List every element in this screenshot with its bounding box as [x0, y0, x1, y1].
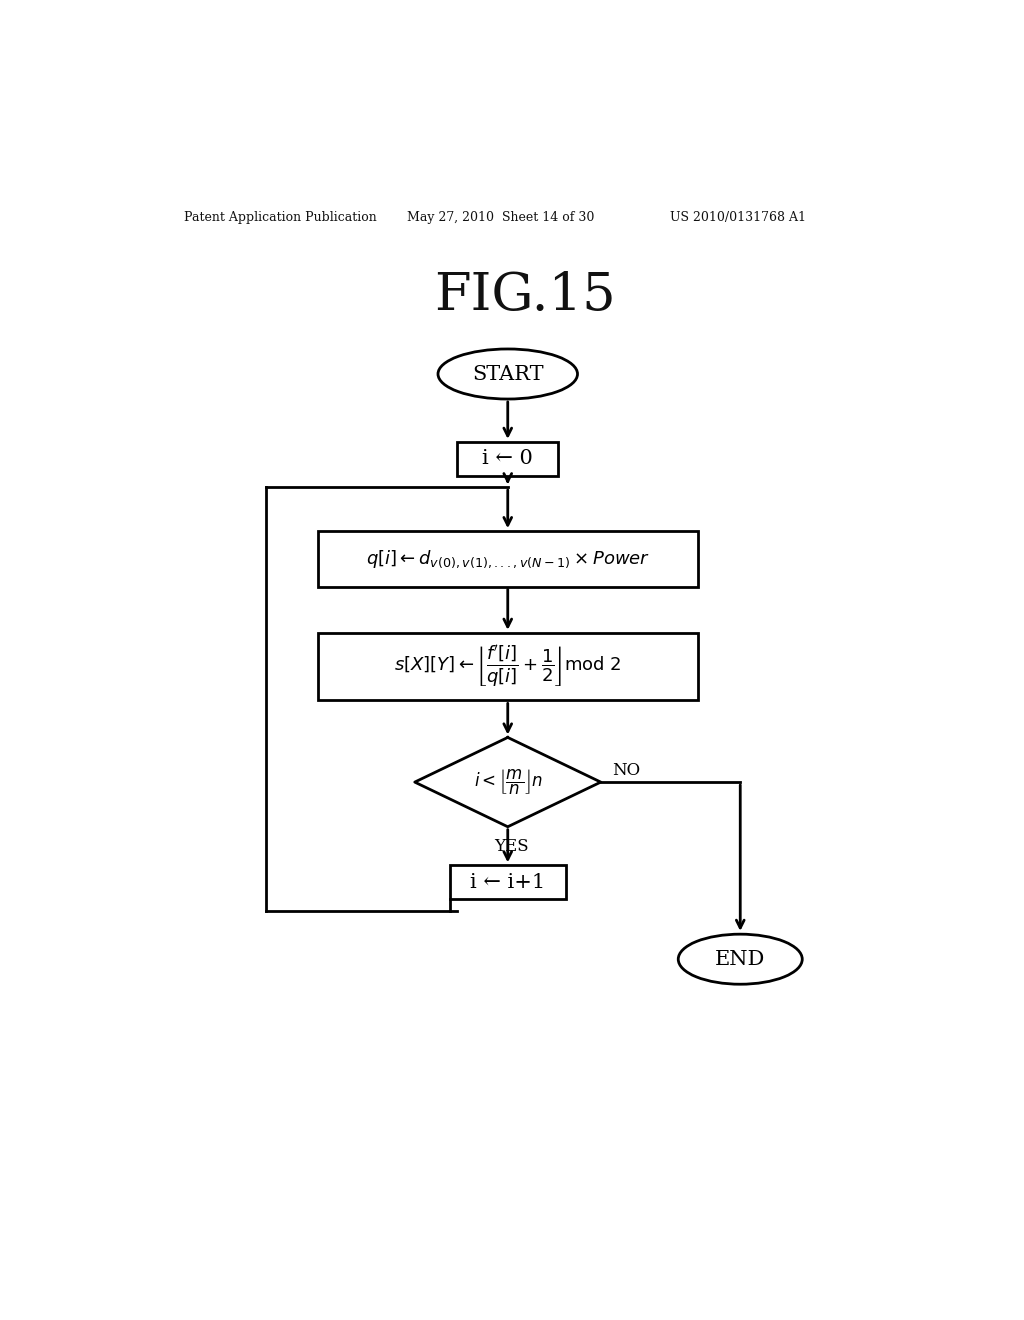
Ellipse shape	[678, 935, 802, 985]
Ellipse shape	[438, 348, 578, 399]
Text: $s[X][Y] \leftarrow \left\lfloor \dfrac{f'[i]}{q[i]} + \dfrac{1}{2} \right\rfloo: $s[X][Y] \leftarrow \left\lfloor \dfrac{…	[394, 644, 622, 689]
Text: YES: YES	[495, 838, 529, 855]
Text: i ← i+1: i ← i+1	[470, 873, 546, 892]
Bar	[317, 632, 697, 701]
Text: US 2010/0131768 A1: US 2010/0131768 A1	[671, 211, 807, 224]
Bar	[450, 866, 566, 899]
Text: START: START	[472, 364, 544, 384]
Bar	[317, 531, 697, 586]
Text: $i < \left\lfloor \dfrac{m}{n} \right\rfloor n$: $i < \left\lfloor \dfrac{m}{n} \right\rf…	[473, 767, 542, 797]
Text: FIG.15: FIG.15	[434, 271, 615, 321]
Text: $q[i] \leftarrow d_{v(0),v(1),...,v(N-1)} \times Power$: $q[i] \leftarrow d_{v(0),v(1),...,v(N-1)…	[366, 548, 650, 570]
Text: NO: NO	[612, 762, 640, 779]
Text: May 27, 2010  Sheet 14 of 30: May 27, 2010 Sheet 14 of 30	[407, 211, 594, 224]
Polygon shape	[415, 738, 601, 826]
Text: Patent Application Publication: Patent Application Publication	[183, 211, 377, 224]
Bar	[458, 442, 558, 475]
Text: END: END	[715, 949, 765, 969]
Text: i ← 0: i ← 0	[482, 449, 534, 469]
